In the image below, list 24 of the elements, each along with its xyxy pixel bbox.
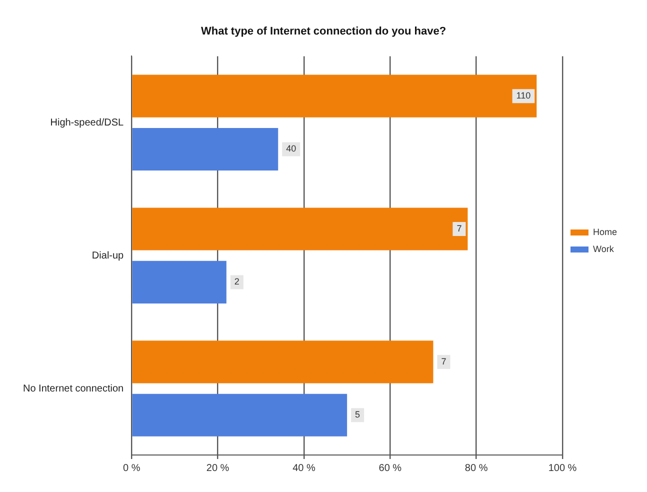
- annotation: 40: [286, 144, 296, 154]
- x-tick-label: 40 %: [292, 462, 316, 474]
- annotation: 5: [355, 410, 360, 420]
- x-tick-label: 20 %: [206, 462, 230, 474]
- bar: [132, 394, 348, 436]
- bar: [132, 260, 226, 304]
- bar: [132, 128, 278, 171]
- annotation: 110: [516, 90, 531, 101]
- legend-label: Home: [592, 226, 618, 237]
- y-tick-label: Dial-up: [92, 250, 124, 262]
- annotation: 7: [456, 224, 462, 234]
- bar: [132, 208, 468, 250]
- x-tick-label: 60 %: [378, 462, 402, 474]
- bar: [132, 74, 537, 118]
- x-tick-label: 100 %: [548, 462, 577, 474]
- annotation: 7: [441, 356, 446, 366]
- chart-title: What type of Internet connection do you have?: [200, 26, 446, 38]
- x-tick-label: 0 %: [123, 462, 140, 474]
- x-tick-label: 80 %: [464, 462, 488, 474]
- annotation: 2: [234, 276, 240, 287]
- bar: [132, 340, 434, 384]
- y-tick-label: No Internet connection: [22, 383, 124, 394]
- y-tick-label: High-speed/DSL: [50, 117, 124, 128]
- legend-label: Work: [592, 244, 614, 254]
